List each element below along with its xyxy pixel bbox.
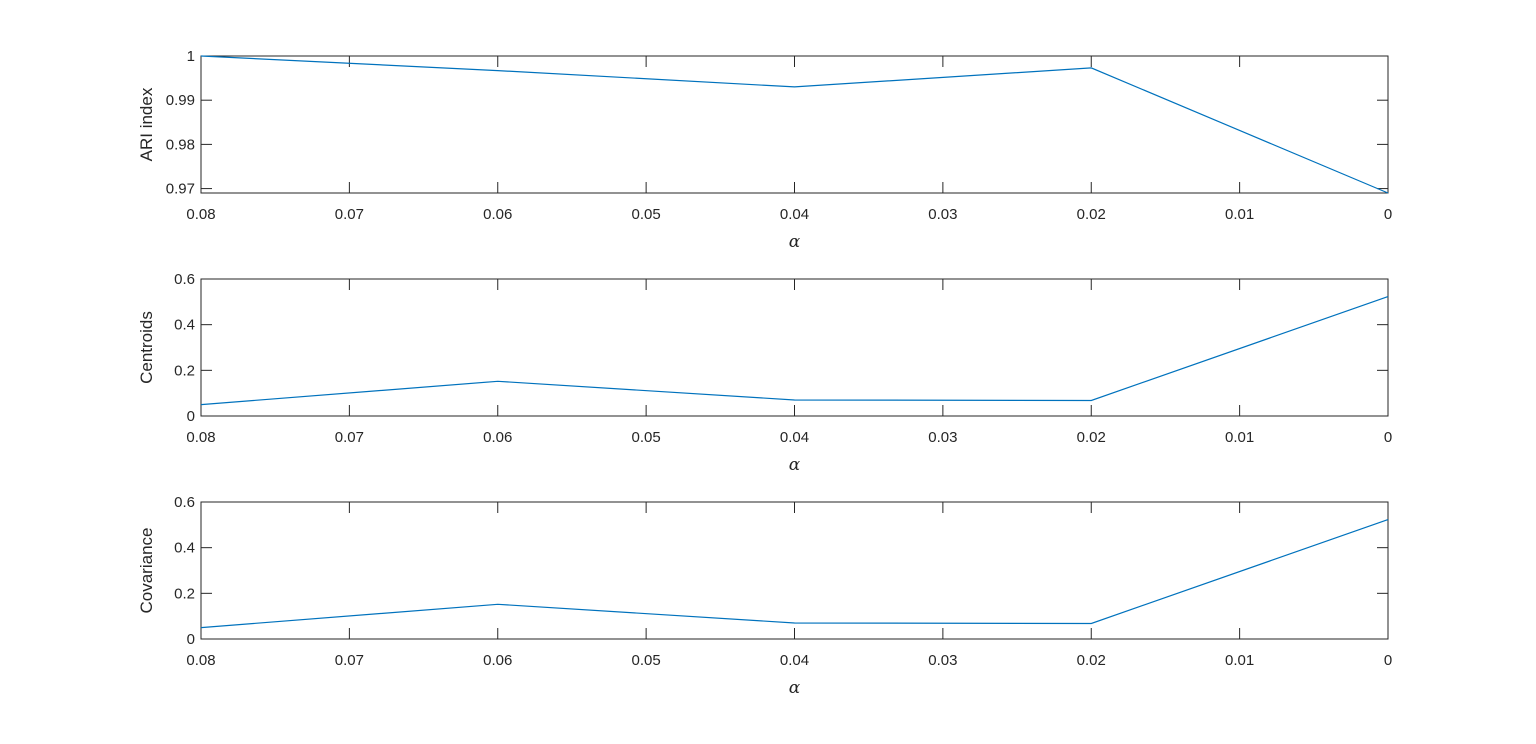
x-tick-label: 0.02 xyxy=(1077,206,1106,223)
x-tick-label: 0.07 xyxy=(335,429,364,446)
x-tick-label: 0.03 xyxy=(928,206,957,223)
x-tick-label: 0.05 xyxy=(632,429,661,446)
x-tick-label: 0.06 xyxy=(483,206,512,223)
x-tick-label: 0.02 xyxy=(1077,652,1106,669)
x-axis-label: α xyxy=(789,232,801,252)
x-tick-label: 0.01 xyxy=(1225,429,1254,446)
axes-box xyxy=(200,278,1389,417)
x-tick-label: 0.08 xyxy=(186,206,215,223)
series-line xyxy=(200,55,1389,194)
x-tick-label: 0.04 xyxy=(780,429,809,446)
x-tick-label: 0.03 xyxy=(928,652,957,669)
y-tick-label: 0.98 xyxy=(166,136,195,153)
y-tick-label: 0.2 xyxy=(174,362,195,379)
y-tick-label: 0.99 xyxy=(166,92,195,109)
axes-box xyxy=(200,55,1389,194)
y-tick-label: 0.6 xyxy=(174,271,195,288)
x-tick-label: 0.02 xyxy=(1077,429,1106,446)
subplot-centroids: 0.08 0.07 0.06 0.05 0.04 0.03 0.02 0.01 0 0 0.2 0.4… xyxy=(137,271,1392,475)
y-tick-label: 1 xyxy=(187,48,195,65)
x-tick-label: 0.01 xyxy=(1225,206,1254,223)
y-axis-label: Centroids xyxy=(137,311,156,384)
x-tick-label: 0.05 xyxy=(632,206,661,223)
series-line xyxy=(200,296,1389,406)
y-axis-label: Covariance xyxy=(137,528,156,614)
x-tick-label: 0 xyxy=(1384,429,1392,446)
x-tick-label: 0.08 xyxy=(186,429,215,446)
y-tick-label: 0.4 xyxy=(174,317,195,334)
axes-box xyxy=(200,501,1389,640)
subplot-covariance: 0.08 0.07 0.06 0.05 0.04 0.03 0.02 0.01 0 0 0.2 0.4… xyxy=(137,494,1392,698)
x-axis-label: α xyxy=(789,678,801,698)
y-tick-label: 0.6 xyxy=(174,494,195,511)
x-tick-label: 0.01 xyxy=(1225,652,1254,669)
y-axis-label: ARI index xyxy=(137,87,156,161)
series-line xyxy=(200,519,1389,629)
x-tick-label: 0.07 xyxy=(335,206,364,223)
y-tick-label: 0.97 xyxy=(166,181,195,198)
subplot-ari-index: 0.08 0.07 0.06 0.05 0.04 0.03 0.02 0.01 0 0.97 0.9… xyxy=(137,48,1392,252)
y-tick-label: 0 xyxy=(187,408,195,425)
y-tick-label: 0 xyxy=(187,631,195,648)
y-tick-label: 0.2 xyxy=(174,585,195,602)
x-tick-label: 0.04 xyxy=(780,652,809,669)
x-tick-label: 0.05 xyxy=(632,652,661,669)
x-tick-label: 0.04 xyxy=(780,206,809,223)
x-tick-label: 0.08 xyxy=(186,652,215,669)
x-tick-label: 0 xyxy=(1384,206,1392,223)
y-tick-label: 0.4 xyxy=(174,540,195,557)
x-tick-label: 0 xyxy=(1384,652,1392,669)
x-tick-label: 0.06 xyxy=(483,652,512,669)
x-axis-label: α xyxy=(789,455,801,475)
x-tick-label: 0.06 xyxy=(483,429,512,446)
x-tick-label: 0.07 xyxy=(335,652,364,669)
x-tick-label: 0.03 xyxy=(928,429,957,446)
